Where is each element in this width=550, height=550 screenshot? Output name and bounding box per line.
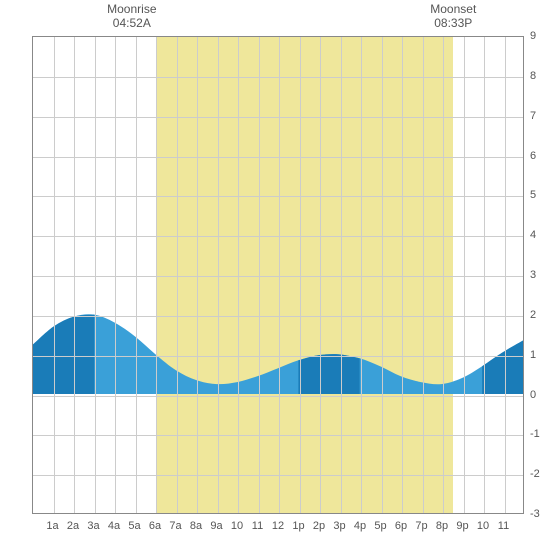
gridline-h bbox=[33, 316, 523, 317]
gridline-v bbox=[505, 37, 506, 513]
gridline-v bbox=[443, 37, 444, 513]
x-tick: 2p bbox=[313, 520, 325, 532]
gridline-v bbox=[238, 37, 239, 513]
gridline-v bbox=[74, 37, 75, 513]
y-tick: 5 bbox=[530, 189, 536, 201]
x-tick: 11 bbox=[252, 520, 263, 532]
gridline-v bbox=[177, 37, 178, 513]
x-tick: 8p bbox=[436, 520, 448, 532]
gridline-v bbox=[361, 37, 362, 513]
x-tick: 1a bbox=[46, 520, 58, 532]
x-tick: 4a bbox=[108, 520, 120, 532]
gridline-v bbox=[423, 37, 424, 513]
gridline-h bbox=[33, 435, 523, 436]
gridline-h bbox=[33, 356, 523, 357]
gridline-h bbox=[33, 77, 523, 78]
tide-area bbox=[33, 37, 523, 513]
gridline-v bbox=[484, 37, 485, 513]
gridline-v bbox=[115, 37, 116, 513]
gridline-v bbox=[402, 37, 403, 513]
y-tick: 0 bbox=[530, 389, 536, 401]
tide-dark-fill bbox=[482, 340, 523, 394]
x-tick: 3a bbox=[87, 520, 99, 532]
x-tick: 4p bbox=[354, 520, 366, 532]
gridline-h bbox=[33, 117, 523, 118]
tide-light-fill bbox=[33, 314, 523, 394]
gridline-v bbox=[300, 37, 301, 513]
x-tick: 9a bbox=[210, 520, 222, 532]
y-tick: 8 bbox=[530, 70, 536, 82]
gridline-v bbox=[464, 37, 465, 513]
gridline-v bbox=[54, 37, 55, 513]
moonset-title: Moonset bbox=[423, 2, 483, 16]
y-tick: 2 bbox=[530, 309, 536, 321]
x-tick: 10 bbox=[477, 520, 489, 532]
x-tick: 3p bbox=[333, 520, 345, 532]
gridline-v bbox=[197, 37, 198, 513]
y-tick: 6 bbox=[530, 150, 536, 162]
x-tick: 6p bbox=[395, 520, 407, 532]
y-tick: 4 bbox=[530, 229, 536, 241]
gridline-v bbox=[320, 37, 321, 513]
tide-dark-fill bbox=[33, 315, 94, 394]
moonrise-label: Moonrise 04:52A bbox=[102, 2, 162, 30]
x-tick: 9p bbox=[456, 520, 468, 532]
y-tick: -3 bbox=[530, 508, 540, 520]
moonrise-time: 04:52A bbox=[102, 16, 162, 30]
x-tick: 6a bbox=[149, 520, 161, 532]
gridline-v bbox=[279, 37, 280, 513]
x-tick: 10 bbox=[231, 520, 243, 532]
tide-chart: Moonrise 04:52A Moonset 08:33P -3-2-1012… bbox=[0, 0, 550, 550]
gridline-h bbox=[33, 196, 523, 197]
y-tick: 9 bbox=[530, 30, 536, 42]
gridline-v bbox=[382, 37, 383, 513]
moonrise-title: Moonrise bbox=[102, 2, 162, 16]
tide-dark-fill bbox=[298, 354, 359, 394]
gridline-h bbox=[33, 475, 523, 476]
x-tick: 1p bbox=[292, 520, 304, 532]
gridline-v bbox=[341, 37, 342, 513]
x-tick: 11 bbox=[498, 520, 509, 532]
x-tick: 7p bbox=[415, 520, 427, 532]
gridline-h bbox=[33, 236, 523, 237]
x-tick: 12 bbox=[272, 520, 284, 532]
x-tick: 8a bbox=[190, 520, 202, 532]
gridline-v bbox=[156, 37, 157, 513]
x-tick: 5p bbox=[374, 520, 386, 532]
y-tick: -2 bbox=[530, 468, 540, 480]
y-tick: 7 bbox=[530, 110, 536, 122]
x-tick: 2a bbox=[67, 520, 79, 532]
gridline-h bbox=[33, 276, 523, 277]
gridline-v bbox=[259, 37, 260, 513]
y-tick: 1 bbox=[530, 349, 536, 361]
y-tick: -1 bbox=[530, 428, 540, 440]
y-tick: 3 bbox=[530, 269, 536, 281]
gridline-v bbox=[95, 37, 96, 513]
gridline-v bbox=[218, 37, 219, 513]
gridline-v bbox=[136, 37, 137, 513]
x-tick: 5a bbox=[128, 520, 140, 532]
moonset-time: 08:33P bbox=[423, 16, 483, 30]
plot-area bbox=[32, 36, 524, 514]
moonset-label: Moonset 08:33P bbox=[423, 2, 483, 30]
x-tick: 7a bbox=[169, 520, 181, 532]
gridline-h bbox=[33, 396, 523, 397]
gridline-h bbox=[33, 157, 523, 158]
